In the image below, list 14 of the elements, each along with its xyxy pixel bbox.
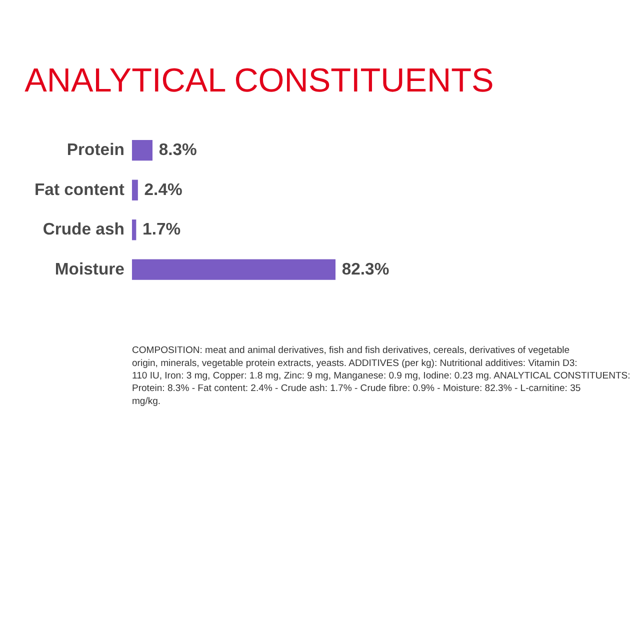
y-tick-label: Crude ash [42,220,124,239]
y-tick-label: Moisture [54,259,124,278]
y-tick-label: Fat content [34,180,125,199]
data-label: 8.3% [158,140,198,160]
bar [132,220,136,240]
bar [132,140,152,161]
data-label: 2.4% [144,180,182,199]
data-label: 1.7% [142,220,181,239]
text: COMPOSITION: meat and animal derivatives, fish and fish derivatives, cereals, derivatives of vegetable origin, minerals, vegetable protein extracts, yeasts. ADDITIVES (per kg): Nutritional additives: Vitamin D3: 110 IU, Iron: 3 mg, Copper: 1.8 mg, Zinc: 9 mg, Manganese: 0.9 mg, Iodine: 0.23 mg. ANALYTICAL CONSTITUENTS: Protein: 8.3% - Fat content: 2.4% - Crude ash: 1.7% - Crude fibre: 0.9% - Moisture: 82.3% - L-carnitine: 35 mg/kg. [132,345,630,407]
bar [132,180,138,200]
bar [132,259,336,280]
y-tick-label: Protein [66,140,124,160]
data-label: 82.3% [342,259,390,278]
chart-title: ANALYTICAL CONSTITUENTS [24,62,494,100]
